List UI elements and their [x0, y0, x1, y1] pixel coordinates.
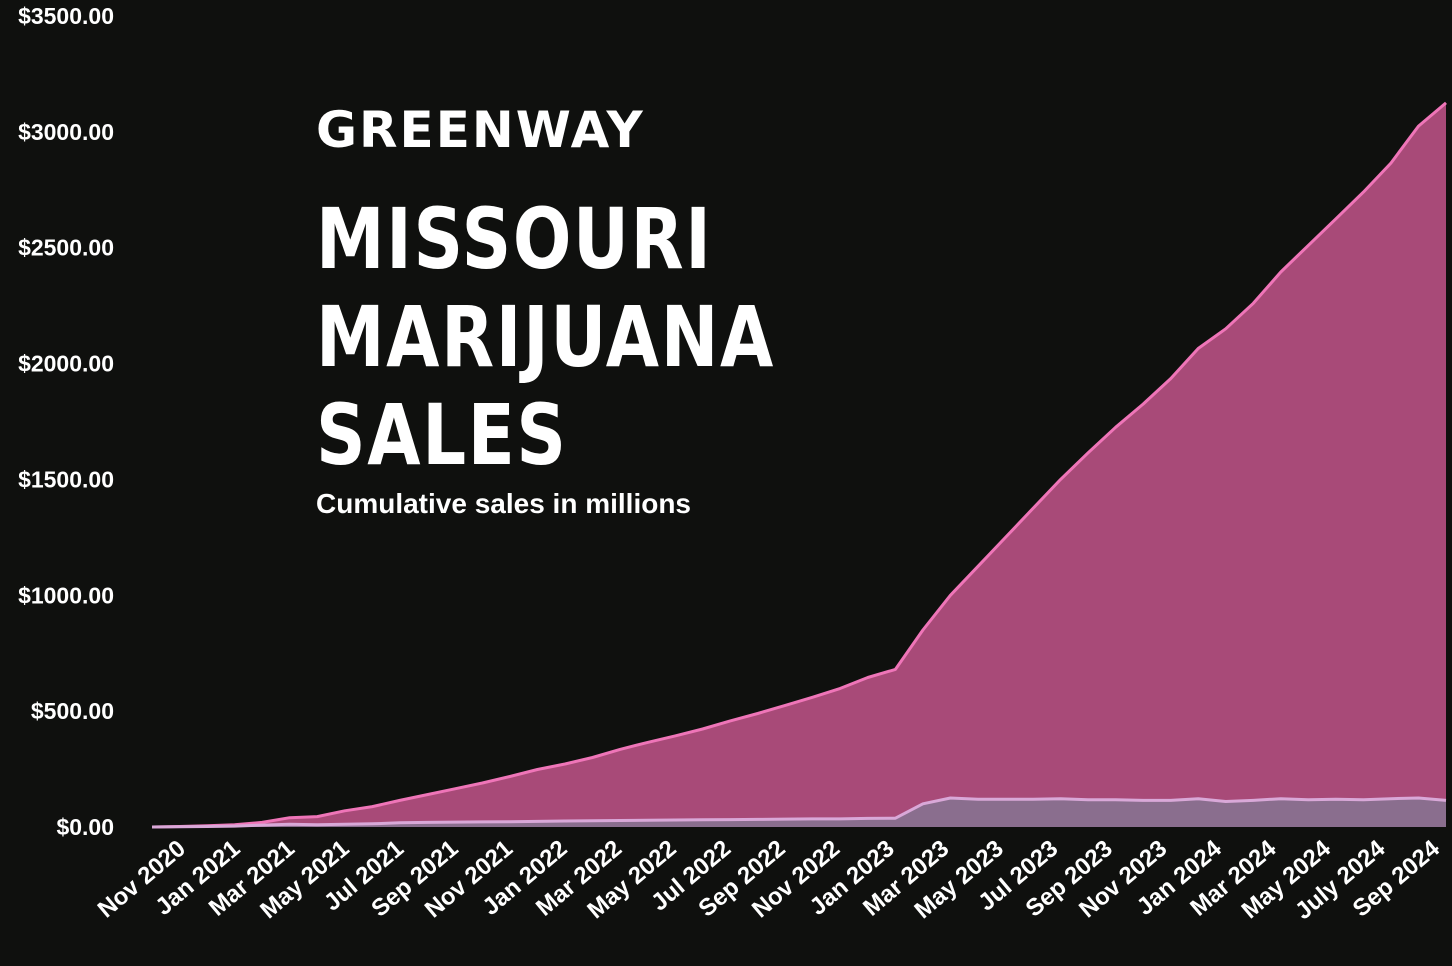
chart-title-line: MISSOURI [316, 190, 713, 288]
brand-logo-text: GREENWAY [316, 101, 645, 159]
y-tick-label: $2000.00 [18, 351, 114, 377]
medical-sales-line [151, 796, 1447, 829]
y-tick-label: $1500.00 [18, 466, 114, 492]
y-tick-label: $3500.00 [18, 3, 114, 29]
chart-title-line: SALES [316, 386, 568, 484]
y-tick-label: $3000.00 [18, 119, 114, 145]
title-block: GREENWAY MISSOURI MARIJUANA SALES Cumula… [316, 100, 916, 520]
medical-sales-area [152, 798, 1446, 827]
y-tick-label: $1000.00 [18, 582, 114, 608]
total-sales-area [152, 102, 1446, 827]
plot-area [151, 101, 1447, 829]
y-tick-label: $0.00 [56, 814, 114, 840]
total-sales-line [151, 101, 1447, 829]
y-tick-label: $500.00 [31, 698, 114, 724]
y-tick-label: $2500.00 [18, 235, 114, 261]
chart-subtitle: Cumulative sales in millions [316, 488, 692, 519]
chart-title: MISSOURI MARIJUANA SALES [316, 190, 808, 484]
chart-title-line: MARIJUANA [316, 288, 775, 386]
y-axis: $0.00 $500.00 $1000.00 $1500.00 $2000.00 $250… [18, 3, 114, 840]
